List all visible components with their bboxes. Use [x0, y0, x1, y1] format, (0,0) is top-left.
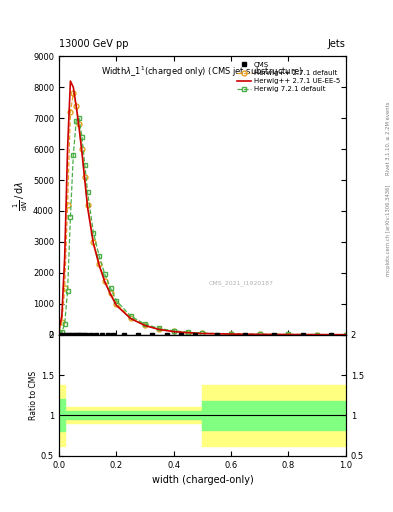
Legend: CMS, Herwig++ 2.7.1 default, Herwig++ 2.7.1 UE-EE-5, Herwig 7.2.1 default: CMS, Herwig++ 2.7.1 default, Herwig++ 2.… [235, 60, 342, 94]
X-axis label: width (charged-only): width (charged-only) [152, 475, 253, 485]
Text: CMS_2021_I1920187: CMS_2021_I1920187 [208, 281, 273, 286]
Text: Width$\lambda\_1^1$(charged only) (CMS jet substructure): Width$\lambda\_1^1$(charged only) (CMS j… [101, 65, 303, 79]
Text: Jets: Jets [328, 38, 346, 49]
Text: 13000 GeV pp: 13000 GeV pp [59, 38, 129, 49]
Text: Rivet 3.1.10, ≥ 2.2M events: Rivet 3.1.10, ≥ 2.2M events [386, 101, 391, 175]
Y-axis label: Ratio to CMS: Ratio to CMS [29, 371, 38, 420]
Text: mcplots.cern.ch [arXiv:1306.3436]: mcplots.cern.ch [arXiv:1306.3436] [386, 185, 391, 276]
Y-axis label: $\frac{1}{\mathrm{d}N}\,/\,\mathrm{d}\lambda$: $\frac{1}{\mathrm{d}N}\,/\,\mathrm{d}\la… [12, 180, 30, 210]
